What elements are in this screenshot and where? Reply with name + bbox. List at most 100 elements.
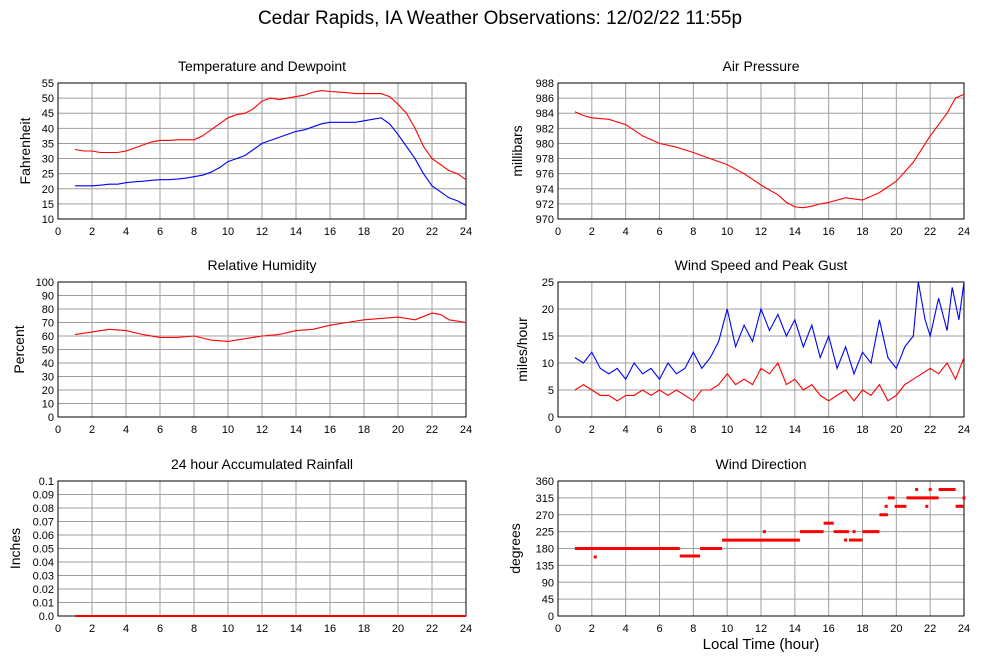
y-tick-label: 0 [548, 412, 554, 424]
y-tick-label: 360 [536, 476, 554, 488]
series-line-2 [75, 117, 467, 206]
direction-point [593, 555, 597, 559]
plot-frame [557, 281, 965, 418]
y-tick-label: 972 [536, 199, 554, 211]
x-tick-label: 20 [392, 226, 404, 238]
x-tick-label: 24 [958, 424, 970, 436]
y-tick-label: 30 [42, 372, 54, 384]
y-tick-label: 30 [42, 154, 54, 166]
y-tick-label: 90 [542, 577, 554, 589]
y-tick-label: 270 [536, 510, 554, 522]
y-tick-label: 100 [36, 277, 54, 289]
x-tick-label: 6 [157, 424, 163, 436]
y-tick-label: 0.01 [33, 598, 54, 610]
x-tick-label: 2 [89, 226, 95, 238]
y-tick-label: 25 [42, 169, 54, 181]
x-tick-label: 14 [789, 623, 801, 635]
y-tick-label: 0 [548, 611, 554, 623]
y-tick-label: 0.0 [39, 611, 54, 623]
y-tick-label: 55 [42, 78, 54, 90]
x-tick-label: 18 [856, 226, 868, 238]
y-tick-label: 45 [542, 594, 554, 606]
x-tick-label: 20 [890, 424, 902, 436]
x-tick-label: 12 [256, 424, 268, 436]
x-tick-label: 8 [191, 623, 197, 635]
x-tick-label: 16 [823, 226, 835, 238]
y-tick-label: 0.07 [33, 517, 54, 529]
y-tick-label: 10 [542, 358, 554, 370]
direction-point [844, 538, 848, 542]
y-axis-label: Fahrenheit [17, 117, 33, 184]
x-tick-label: 24 [958, 623, 970, 635]
y-axis-label: Inches [7, 528, 23, 569]
x-tick-label: 18 [358, 623, 370, 635]
y-tick-label: 40 [42, 358, 54, 370]
y-tick-label: 984 [536, 108, 554, 120]
x-tick-label: 2 [89, 424, 95, 436]
x-axis-title: Local Time (hour) [702, 636, 820, 653]
y-tick-label: 35 [42, 138, 54, 150]
y-tick-label: 974 [536, 184, 554, 196]
plot-frame [557, 82, 965, 220]
x-tick-label: 20 [890, 226, 902, 238]
y-tick-label: 0.08 [33, 503, 54, 515]
x-tick-label: 20 [392, 623, 404, 635]
y-tick-label: 45 [42, 108, 54, 120]
x-tick-label: 6 [656, 424, 662, 436]
x-tick-label: 18 [856, 623, 868, 635]
x-tick-label: 4 [623, 226, 629, 238]
x-tick-label: 18 [358, 424, 370, 436]
y-axis-label: millibars [509, 125, 525, 176]
x-tick-label: 22 [426, 226, 438, 238]
x-tick-label: 14 [789, 226, 801, 238]
direction-point [915, 487, 919, 491]
y-tick-label: 20 [42, 184, 54, 196]
x-tick-label: 12 [755, 424, 767, 436]
x-tick-label: 4 [123, 623, 129, 635]
y-tick-label: 0.05 [33, 544, 54, 556]
x-tick-label: 6 [157, 226, 163, 238]
y-tick-label: 0.04 [33, 557, 54, 569]
y-tick-label: 986 [536, 93, 554, 105]
x-tick-label: 10 [721, 424, 733, 436]
x-tick-label: 2 [589, 623, 595, 635]
x-tick-label: 8 [191, 226, 197, 238]
y-tick-label: 15 [542, 331, 554, 343]
series-line-1 [74, 312, 467, 342]
y-tick-label: 135 [536, 560, 554, 572]
x-tick-label: 22 [924, 424, 936, 436]
x-tick-label: 18 [358, 226, 370, 238]
chart-title: 24 hour Accumulated Rainfall [171, 456, 353, 472]
x-tick-label: 4 [623, 424, 629, 436]
y-tick-label: 978 [536, 154, 554, 166]
y-tick-label: 225 [536, 527, 554, 539]
x-tick-label: 22 [426, 623, 438, 635]
plot-frame [57, 82, 467, 220]
y-tick-label: 0 [48, 412, 54, 424]
y-tick-label: 0.09 [33, 490, 54, 502]
x-tick-label: 10 [222, 623, 234, 635]
x-tick-label: 22 [426, 424, 438, 436]
y-tick-label: 0.1 [39, 476, 54, 488]
y-tick-label: 0.03 [33, 571, 54, 583]
x-tick-label: 20 [890, 623, 902, 635]
y-tick-label: 5 [548, 385, 554, 397]
x-tick-label: 24 [460, 623, 472, 635]
y-tick-label: 0.06 [33, 530, 54, 542]
y-tick-label: 50 [42, 93, 54, 105]
y-tick-label: 10 [42, 399, 54, 411]
y-tick-label: 60 [42, 331, 54, 343]
x-tick-label: 0 [555, 623, 561, 635]
plot-frame [557, 480, 965, 617]
y-axis-label: Percent [11, 325, 27, 373]
page-title: Cedar Rapids, IA Weather Observations: 1… [257, 8, 743, 29]
x-tick-label: 8 [690, 424, 696, 436]
direction-point [962, 496, 966, 500]
series-line-1 [74, 90, 467, 181]
x-tick-label: 14 [290, 226, 302, 238]
x-tick-label: 0 [55, 226, 61, 238]
